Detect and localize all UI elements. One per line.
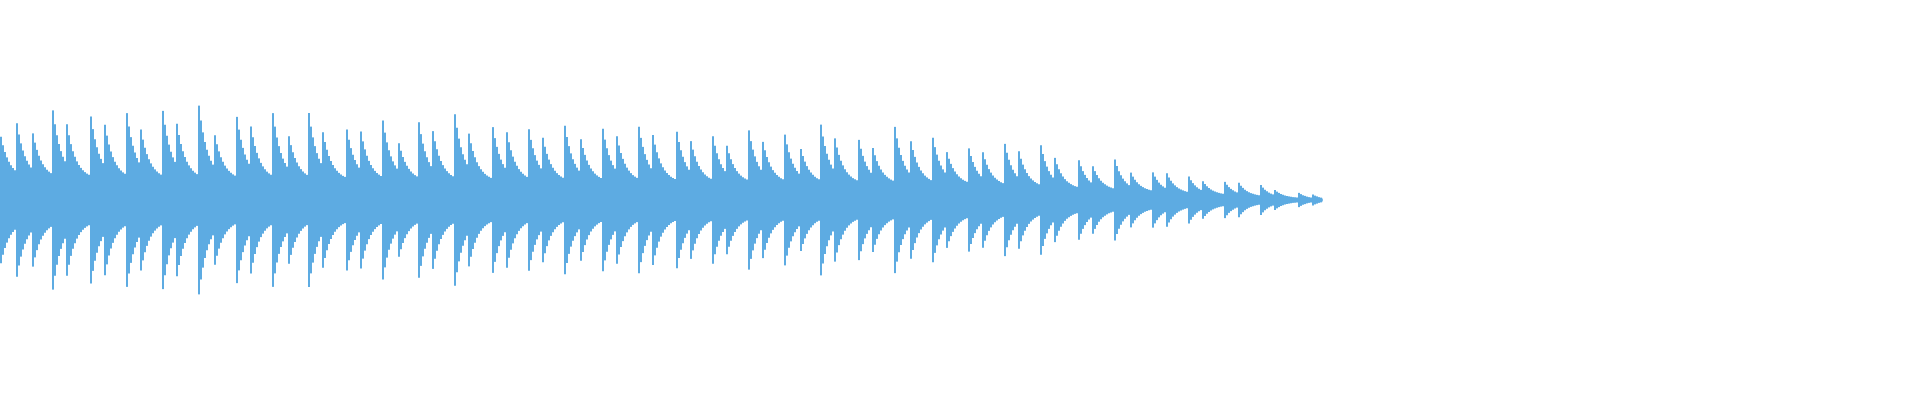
waveform-shape [0,105,1323,295]
